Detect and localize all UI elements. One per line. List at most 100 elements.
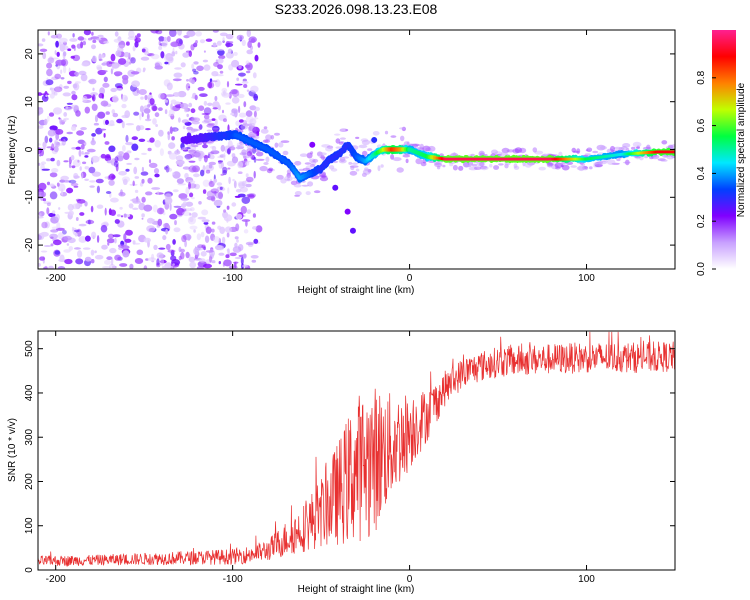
trace-halo xyxy=(402,154,411,158)
noise-speckle xyxy=(91,231,97,239)
trace-halo xyxy=(274,132,280,136)
trace-halo xyxy=(263,126,268,130)
noise-speckle xyxy=(236,34,244,41)
noise-speckle xyxy=(114,219,120,224)
trace-halo xyxy=(231,153,236,158)
colorbar-tick-label: 0.6 xyxy=(696,118,707,132)
noise-speckle xyxy=(223,152,226,161)
trace-halo xyxy=(270,135,275,140)
noise-speckle xyxy=(48,112,55,117)
noise-speckle xyxy=(186,79,189,82)
noise-speckle xyxy=(160,227,170,232)
noise-speckle xyxy=(186,30,196,37)
trace-halo xyxy=(538,166,546,171)
noise-speckle xyxy=(98,58,103,62)
noise-speckle xyxy=(245,110,253,117)
noise-speckle xyxy=(59,118,63,125)
trace-halo xyxy=(392,157,402,162)
noise-speckle xyxy=(196,65,204,72)
noise-speckle xyxy=(46,207,50,215)
trace-halo xyxy=(338,159,347,164)
trace-halo xyxy=(209,154,215,160)
trace-halo xyxy=(192,151,201,158)
noise-speckle xyxy=(123,51,130,58)
noise-speckle xyxy=(97,34,104,38)
noise-speckle xyxy=(152,118,157,125)
noise-speckle xyxy=(50,243,54,247)
noise-speckle xyxy=(55,59,64,66)
noise-speckle xyxy=(161,265,168,269)
noise-speckle xyxy=(188,182,191,190)
noise-speckle xyxy=(92,39,97,44)
noise-speckle xyxy=(154,65,163,70)
noise-speckle xyxy=(96,66,103,71)
noise-speckle xyxy=(233,51,238,56)
noise-speckle xyxy=(188,165,197,173)
trace-halo xyxy=(351,162,359,165)
noise-speckle xyxy=(234,261,237,269)
noise-speckle xyxy=(223,118,227,123)
trace-halo xyxy=(294,191,302,196)
noise-speckle xyxy=(203,100,208,106)
noise-speckle xyxy=(154,173,160,178)
noise-speckle xyxy=(155,192,164,195)
noise-speckle xyxy=(201,219,210,223)
noise-speckle xyxy=(202,144,208,149)
noise-speckle xyxy=(53,91,58,96)
noise-speckle xyxy=(181,235,187,243)
trace-halo xyxy=(330,168,338,172)
trace-halo xyxy=(449,162,454,167)
noise-speckle xyxy=(221,87,228,93)
noise-speckle xyxy=(91,133,96,137)
noise-speckle xyxy=(132,45,136,52)
trace-halo xyxy=(256,151,264,157)
noise-speckle xyxy=(104,141,110,145)
noise-speckle xyxy=(203,50,206,53)
noise-speckle xyxy=(47,57,55,64)
noise-speckle xyxy=(146,113,150,121)
x-tick-label: 100 xyxy=(578,273,595,284)
noise-speckle xyxy=(110,258,114,266)
noise-speckle xyxy=(217,58,224,64)
noise-speckle xyxy=(195,40,198,44)
noise-speckle xyxy=(173,205,182,208)
noise-speckle xyxy=(174,150,181,155)
noise-speckle xyxy=(39,213,42,217)
noise-speckle xyxy=(150,53,160,60)
noise-speckle xyxy=(141,166,144,173)
noise-speckle xyxy=(56,182,60,187)
noise-speckle xyxy=(104,259,111,265)
noise-speckle xyxy=(89,180,96,183)
noise-speckle xyxy=(75,110,81,117)
noise-speckle xyxy=(41,221,48,229)
noise-speckle xyxy=(223,214,233,222)
trace-halo xyxy=(514,147,523,154)
noise-speckle xyxy=(56,222,61,230)
y-tick-label: 500 xyxy=(24,340,35,357)
noise-speckle xyxy=(96,235,100,243)
y-tick-label: 100 xyxy=(24,517,35,534)
noise-speckle xyxy=(56,141,60,148)
noise-speckle xyxy=(51,168,59,173)
trace-halo xyxy=(339,137,346,140)
noise-speckle xyxy=(90,139,96,146)
colorbar-tick-label: 0.2 xyxy=(696,214,707,228)
noise-speckle xyxy=(77,250,83,258)
noise-speckle xyxy=(73,185,79,188)
noise-speckle xyxy=(217,64,223,70)
noise-speckle xyxy=(105,119,109,125)
trace-halo xyxy=(348,161,353,165)
noise-speckle xyxy=(226,205,230,210)
trace-halo xyxy=(493,165,500,170)
noise-speckle xyxy=(103,221,109,225)
noise-speckle xyxy=(107,233,115,239)
noise-speckle xyxy=(188,86,191,89)
noise-speckle xyxy=(55,133,60,140)
noise-speckle xyxy=(58,207,61,210)
noise-speckle xyxy=(142,69,145,73)
noise-speckle xyxy=(38,43,44,47)
noise-speckle xyxy=(180,62,186,68)
noise-speckle xyxy=(49,125,58,131)
noise-speckle xyxy=(131,136,138,141)
